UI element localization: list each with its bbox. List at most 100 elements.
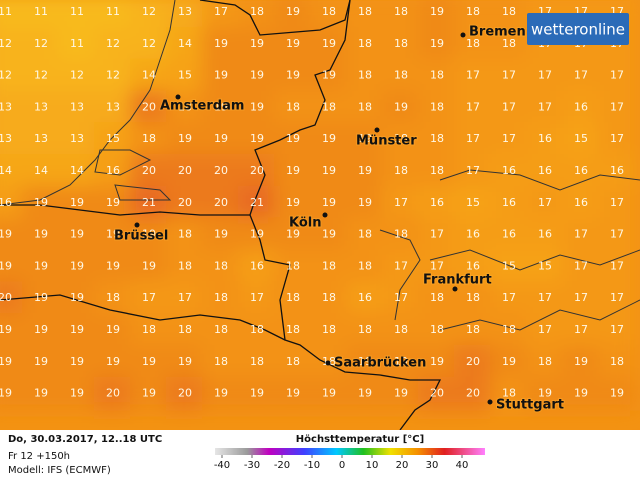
temp-value: 17 (574, 291, 588, 304)
temp-value: 19 (430, 5, 444, 18)
temp-value: 16 (430, 196, 444, 209)
borders (0, 0, 640, 430)
temp-value: 19 (70, 323, 84, 336)
temp-cell (526, 344, 564, 379)
temp-value: 19 (286, 196, 300, 209)
temp-value: 15 (502, 259, 516, 272)
temp-cell (526, 281, 564, 316)
temp-cell (274, 217, 312, 252)
temp-cell (490, 122, 528, 157)
temp-value: 18 (250, 323, 264, 336)
temp-cell (454, 185, 492, 220)
temp-value: 16 (538, 132, 552, 145)
temp-value: 19 (214, 228, 228, 241)
temp-value: 18 (358, 37, 372, 50)
scale-bar (215, 448, 485, 455)
temp-cell (526, 185, 564, 220)
temp-value: 17 (610, 132, 624, 145)
temp-cell (346, 185, 384, 220)
scale-tick-label: 20 (396, 460, 409, 471)
temp-cell (202, 154, 240, 188)
temp-cell (130, 58, 168, 93)
temp-cell (346, 90, 384, 125)
temp-value: 18 (394, 37, 408, 50)
logo: wetteronline (527, 13, 629, 45)
temp-value: 14 (70, 164, 84, 177)
temp-cell (418, 281, 456, 316)
temp-value: 17 (610, 259, 624, 272)
temp-value: 19 (0, 259, 12, 272)
temp-cell (22, 376, 60, 411)
temp-cell (490, 90, 528, 125)
temp-value: 16 (250, 259, 264, 272)
scale-tick-label: -30 (244, 460, 260, 471)
temp-value: 19 (358, 355, 372, 368)
temp-value: 17 (466, 100, 480, 113)
temp-value: 19 (34, 323, 48, 336)
model: Modell: IFS (ECMWF) (8, 465, 111, 476)
temp-value: 19 (286, 228, 300, 241)
scale-tick-label: -40 (214, 460, 230, 471)
temp-cell (310, 122, 348, 157)
logo-box (527, 13, 629, 45)
temp-cell (130, 376, 168, 411)
temp-value: 16 (538, 164, 552, 177)
temp-cell (274, 90, 312, 125)
temp-cell (382, 249, 420, 284)
temp-value: 16 (466, 259, 480, 272)
temp-cell (382, 185, 420, 220)
temp-value: 18 (214, 323, 228, 336)
temp-cell (562, 376, 600, 411)
temp-value: 18 (394, 323, 408, 336)
temp-value: 18 (286, 259, 300, 272)
temp-value: 19 (70, 355, 84, 368)
temp-value: 19 (70, 291, 84, 304)
temp-cell (238, 217, 276, 252)
temp-value: 20 (178, 164, 192, 177)
temp-value: 15 (466, 196, 480, 209)
temp-cell (418, 58, 456, 93)
scale-tick-label: 0 (339, 460, 345, 471)
temp-cell (238, 58, 276, 93)
temp-value: 17 (502, 132, 516, 145)
temp-value: 20 (466, 387, 480, 400)
temp-cell (454, 0, 492, 29)
temp-cell (562, 281, 600, 316)
temp-value: 19 (34, 291, 48, 304)
temp-cell (382, 154, 420, 188)
temp-value: 19 (430, 37, 444, 50)
temp-cell (526, 249, 564, 284)
temp-value: 19 (250, 69, 264, 82)
temp-value: 16 (574, 164, 588, 177)
temp-cell (598, 281, 636, 316)
temp-cell (562, 90, 600, 125)
temp-value: 19 (322, 69, 336, 82)
temp-cell (418, 154, 456, 188)
temp-cell (58, 313, 96, 347)
temp-value: 19 (502, 355, 516, 368)
temp-cell (58, 376, 96, 411)
temp-cell (598, 58, 636, 93)
temp-cell (526, 58, 564, 93)
temp-value: 19 (142, 387, 156, 400)
temp-cell (94, 376, 132, 411)
temp-cell (598, 122, 636, 157)
temp-value: 19 (214, 132, 228, 145)
temp-value: 19 (574, 355, 588, 368)
temp-value: 19 (34, 196, 48, 209)
temp-cell (562, 217, 600, 252)
temp-value: 18 (394, 5, 408, 18)
temp-value: 17 (610, 69, 624, 82)
temp-value: 19 (250, 132, 264, 145)
temp-cell (598, 313, 636, 347)
temp-value: 19 (0, 355, 12, 368)
temp-cell (382, 58, 420, 93)
temp-cell (418, 185, 456, 220)
temp-cell (382, 217, 420, 252)
temp-value: 18 (466, 323, 480, 336)
temp-value: 18 (142, 132, 156, 145)
temp-value: 17 (610, 196, 624, 209)
temp-cell (598, 217, 636, 252)
temp-value: 19 (322, 196, 336, 209)
temp-value: 18 (502, 387, 516, 400)
